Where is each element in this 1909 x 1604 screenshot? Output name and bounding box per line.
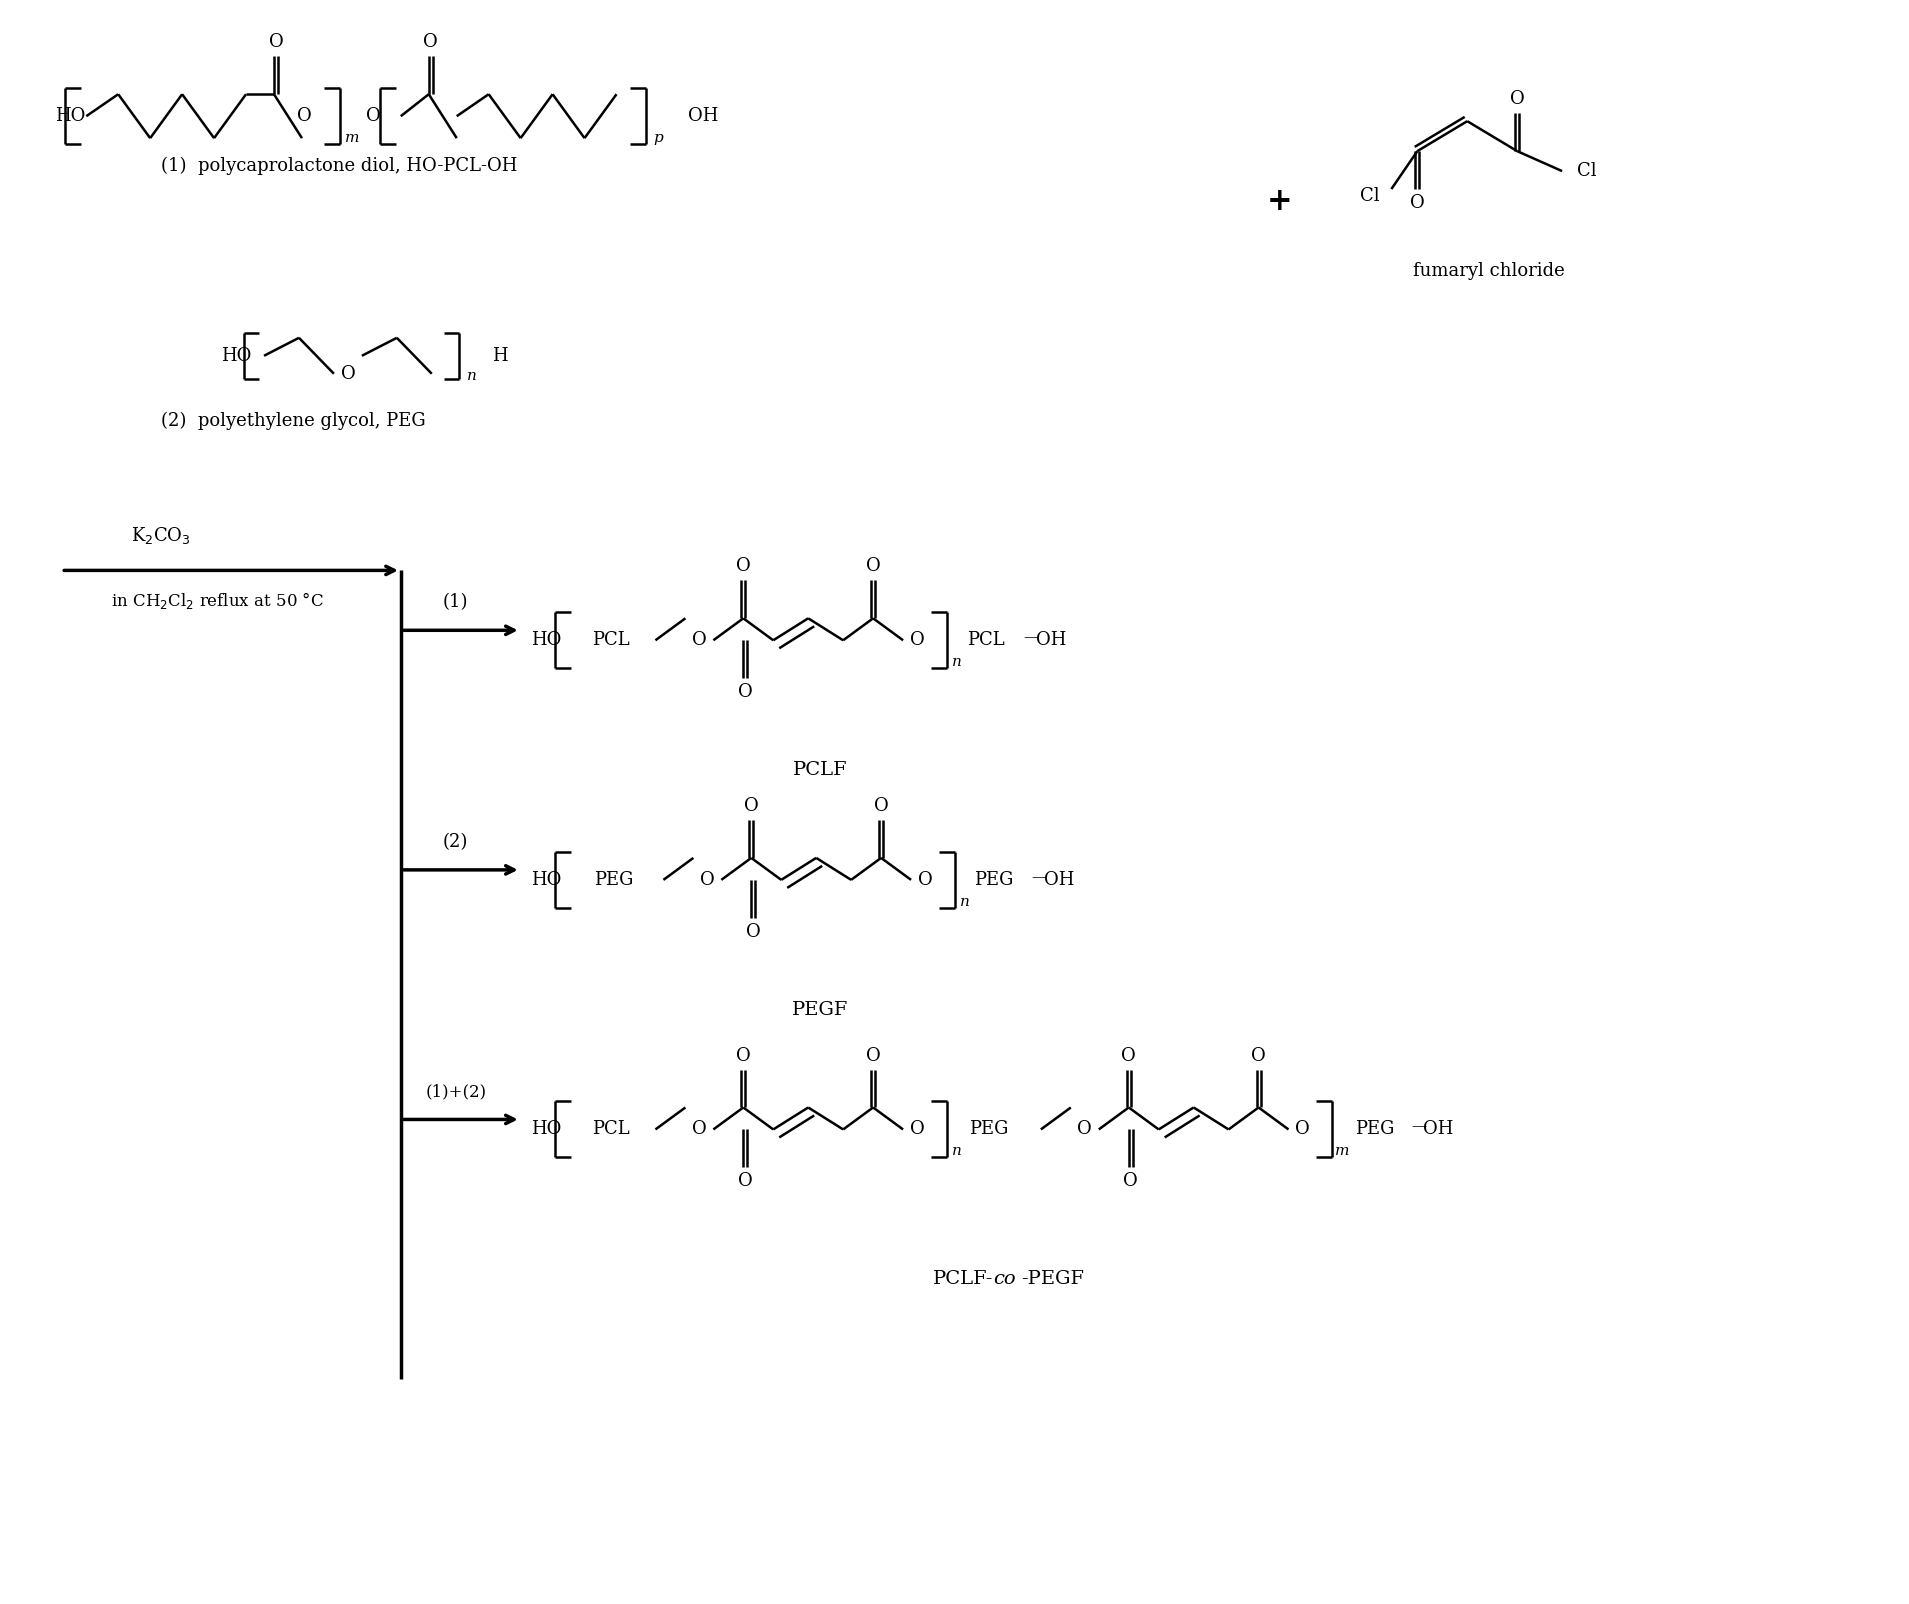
Text: +: + xyxy=(1268,186,1292,217)
Text: O: O xyxy=(1122,1173,1138,1190)
Text: HO: HO xyxy=(221,346,252,364)
Text: O: O xyxy=(1250,1046,1266,1065)
Text: in CH$_2$Cl$_2$ reflux at 50 $\degree$C: in CH$_2$Cl$_2$ reflux at 50 $\degree$C xyxy=(111,590,325,611)
Text: H: H xyxy=(493,346,508,364)
Text: O: O xyxy=(737,558,750,576)
Text: O: O xyxy=(1121,1046,1136,1065)
Text: O: O xyxy=(867,1046,880,1065)
Text: p: p xyxy=(653,132,662,144)
Text: O: O xyxy=(296,107,311,125)
Text: O: O xyxy=(1411,194,1424,212)
Text: —: — xyxy=(1023,630,1038,645)
Text: Cl: Cl xyxy=(1359,188,1378,205)
Text: O: O xyxy=(1077,1121,1092,1139)
Text: O: O xyxy=(739,1173,752,1190)
Text: OH: OH xyxy=(1044,871,1075,889)
Text: PCL: PCL xyxy=(968,632,1004,650)
Text: fumaryl chloride: fumaryl chloride xyxy=(1413,261,1565,281)
Text: n: n xyxy=(960,895,970,909)
Text: n: n xyxy=(953,1144,962,1158)
Text: PCL: PCL xyxy=(592,1121,630,1139)
Text: PEG: PEG xyxy=(1355,1121,1394,1139)
Text: (2)  polyethylene glycol, PEG: (2) polyethylene glycol, PEG xyxy=(160,412,426,430)
Text: O: O xyxy=(691,1121,706,1139)
Text: O: O xyxy=(367,107,382,125)
Text: PEG: PEG xyxy=(594,871,634,889)
Text: O: O xyxy=(739,683,752,701)
Text: (2): (2) xyxy=(443,832,468,852)
Text: OH: OH xyxy=(1037,632,1065,650)
Text: O: O xyxy=(745,797,758,815)
Text: (1): (1) xyxy=(443,593,468,611)
Text: K$_2$CO$_3$: K$_2$CO$_3$ xyxy=(132,525,191,545)
Text: PEGF: PEGF xyxy=(792,1001,848,1019)
Text: n: n xyxy=(953,656,962,669)
Text: Cl: Cl xyxy=(1577,162,1596,180)
Text: O: O xyxy=(269,34,283,51)
Text: O: O xyxy=(1510,90,1525,107)
Text: —: — xyxy=(1411,1120,1426,1134)
Text: co: co xyxy=(993,1270,1016,1288)
Text: O: O xyxy=(746,922,760,942)
Text: O: O xyxy=(918,871,932,889)
Text: HO: HO xyxy=(531,871,561,889)
Text: PCL: PCL xyxy=(592,632,630,650)
Text: (1)  polycaprolactone diol, HO-PCL-OH: (1) polycaprolactone diol, HO-PCL-OH xyxy=(160,157,517,175)
Text: m: m xyxy=(346,132,359,144)
Text: O: O xyxy=(874,797,888,815)
Text: O: O xyxy=(911,1121,924,1139)
Text: O: O xyxy=(737,1046,750,1065)
Text: OH: OH xyxy=(1422,1121,1453,1139)
Text: m: m xyxy=(1334,1144,1350,1158)
Text: PEG: PEG xyxy=(970,1121,1008,1139)
Text: PEG: PEG xyxy=(974,871,1014,889)
Text: —: — xyxy=(1031,869,1046,884)
Text: n: n xyxy=(468,369,477,383)
Text: HO: HO xyxy=(55,107,86,125)
Text: O: O xyxy=(424,34,439,51)
Text: PCLF: PCLF xyxy=(792,760,848,780)
Text: O: O xyxy=(867,558,880,576)
Text: O: O xyxy=(340,364,355,383)
Text: O: O xyxy=(691,632,706,650)
Text: O: O xyxy=(911,632,924,650)
Text: O: O xyxy=(1294,1121,1310,1139)
Text: HO: HO xyxy=(531,1121,561,1139)
Text: -PEGF: -PEGF xyxy=(1021,1270,1084,1288)
Text: OH: OH xyxy=(689,107,720,125)
Text: O: O xyxy=(701,871,714,889)
Text: PCLF-: PCLF- xyxy=(934,1270,993,1288)
Text: HO: HO xyxy=(531,632,561,650)
Text: (1)+(2): (1)+(2) xyxy=(426,1083,487,1100)
